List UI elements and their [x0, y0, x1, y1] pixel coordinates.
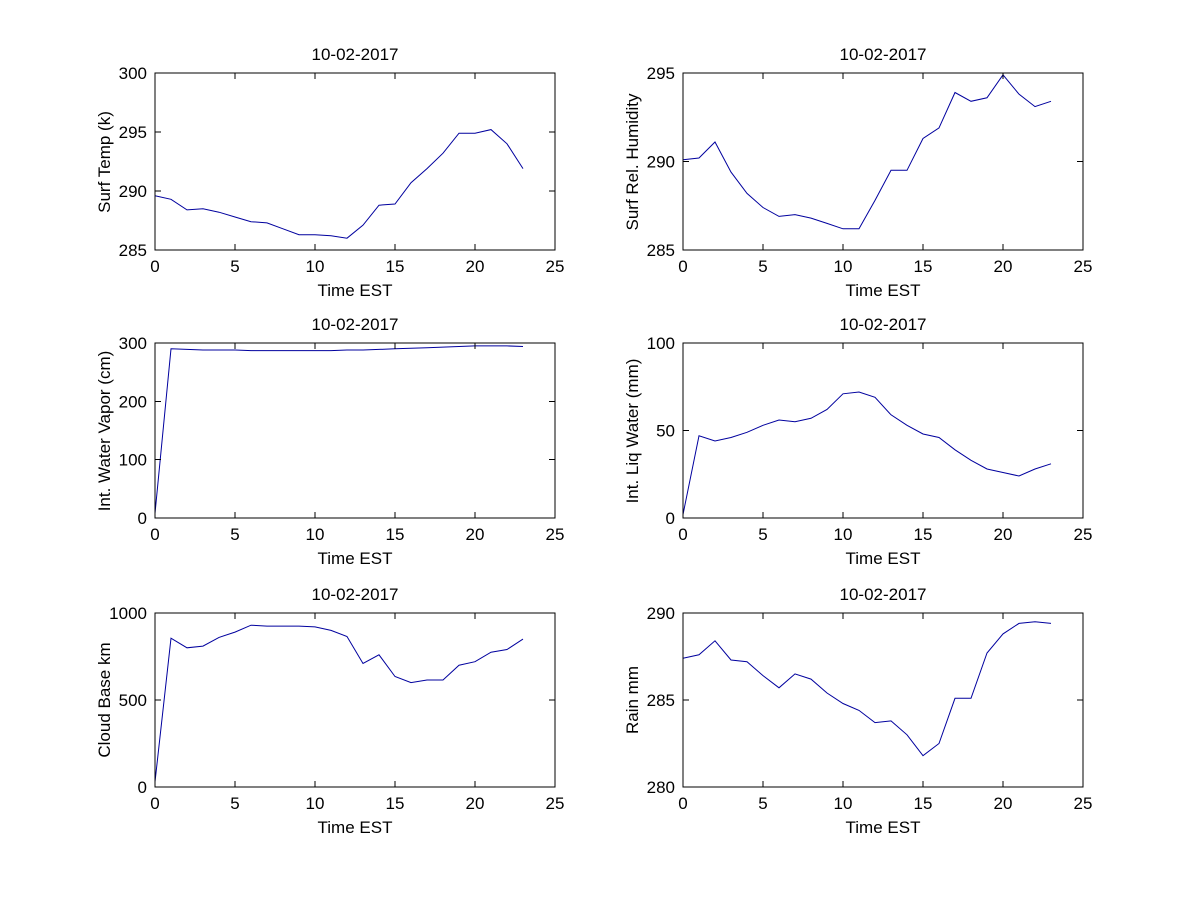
x-axis-label: Time EST: [845, 549, 921, 568]
svg-text:25: 25: [546, 794, 565, 813]
svg-text:25: 25: [1074, 794, 1093, 813]
int-water-vapor-line-plot: 0 5 10 15 20 25 0 100 200 300: [119, 334, 565, 544]
svg-text:25: 25: [1074, 525, 1093, 544]
svg-text:285: 285: [119, 241, 147, 260]
svg-text:15: 15: [386, 525, 405, 544]
svg-text:15: 15: [914, 257, 933, 276]
svg-text:0: 0: [150, 794, 159, 813]
svg-text:25: 25: [546, 257, 565, 276]
svg-text:10: 10: [834, 525, 853, 544]
svg-text:20: 20: [994, 794, 1013, 813]
svg-text:15: 15: [386, 794, 405, 813]
svg-text:10: 10: [306, 257, 325, 276]
svg-text:25: 25: [546, 525, 565, 544]
cloud-base-line-plot: 0 5 10 15 20 25 0 500 1000: [109, 604, 565, 813]
svg-text:0: 0: [138, 509, 147, 528]
svg-text:0: 0: [678, 794, 687, 813]
svg-text:20: 20: [466, 794, 485, 813]
svg-text:285: 285: [647, 691, 675, 710]
svg-text:50: 50: [656, 422, 675, 441]
x-axis-label: Time EST: [845, 818, 921, 837]
svg-text:10: 10: [834, 257, 853, 276]
svg-text:15: 15: [914, 794, 933, 813]
svg-text:285: 285: [647, 241, 675, 260]
svg-text:10: 10: [306, 794, 325, 813]
svg-text:500: 500: [119, 691, 147, 710]
subplot-surf-rel-humidity: 10-02-2017 Surf Rel. Humidity Time EST 0…: [623, 45, 1092, 300]
svg-text:280: 280: [647, 778, 675, 797]
svg-text:1000: 1000: [109, 604, 147, 623]
svg-text:15: 15: [386, 257, 405, 276]
svg-text:300: 300: [119, 334, 147, 353]
svg-text:5: 5: [758, 794, 767, 813]
svg-text:290: 290: [647, 153, 675, 172]
svg-text:100: 100: [119, 451, 147, 470]
svg-text:5: 5: [230, 257, 239, 276]
x-axis-label: Time EST: [845, 281, 921, 300]
svg-text:10: 10: [306, 525, 325, 544]
subplot-int-water-vapor: 10-02-2017 Int. Water Vapor (cm) Time ES…: [95, 315, 564, 568]
svg-text:300: 300: [119, 64, 147, 83]
surf-rel-humidity-line-plot: 0 5 10 15 20 25 285 290 295: [647, 64, 1093, 276]
svg-text:20: 20: [466, 525, 485, 544]
plot-title: 10-02-2017: [311, 315, 399, 334]
plot-title: 10-02-2017: [311, 585, 399, 604]
svg-text:0: 0: [666, 509, 675, 528]
svg-text:5: 5: [758, 525, 767, 544]
svg-text:5: 5: [230, 794, 239, 813]
plot-title: 10-02-2017: [839, 585, 927, 604]
plot-title: 10-02-2017: [839, 315, 927, 334]
subplot-surf-temp: 10-02-2017 Surf Temp (k) Time EST 0 5 10 15…: [95, 45, 564, 300]
svg-text:25: 25: [1074, 257, 1093, 276]
svg-text:0: 0: [678, 257, 687, 276]
svg-text:0: 0: [150, 257, 159, 276]
svg-text:0: 0: [678, 525, 687, 544]
svg-text:295: 295: [119, 123, 147, 142]
x-axis-label: Time EST: [317, 549, 393, 568]
svg-text:5: 5: [230, 525, 239, 544]
svg-text:20: 20: [994, 525, 1013, 544]
svg-text:5: 5: [758, 257, 767, 276]
subplot-cloud-base: 10-02-2017 Cloud Base km Time EST 0 5 10 15…: [95, 585, 564, 837]
svg-text:100: 100: [647, 334, 675, 353]
x-axis-label: Time EST: [317, 281, 393, 300]
svg-text:290: 290: [647, 604, 675, 623]
x-axis-label: Time EST: [317, 818, 393, 837]
svg-text:10: 10: [834, 794, 853, 813]
svg-text:20: 20: [466, 257, 485, 276]
svg-text:20: 20: [994, 257, 1013, 276]
subplot-rain: 10-02-2017 Rain mm Time EST 0 5 10 15 20 25 28…: [623, 585, 1092, 837]
svg-text:200: 200: [119, 392, 147, 411]
rain-line-plot: 0 5 10 15 20 25 280 285 290: [647, 604, 1093, 813]
svg-text:0: 0: [138, 778, 147, 797]
svg-text:15: 15: [914, 525, 933, 544]
svg-text:290: 290: [119, 182, 147, 201]
plot-title: 10-02-2017: [311, 45, 399, 64]
int-liq-water-line-plot: 0 5 10 15 20 25 0 50 100: [647, 334, 1093, 544]
svg-text:0: 0: [150, 525, 159, 544]
subplot-int-liq-water: 10-02-2017 Int. Liq Water (mm) Time EST …: [623, 315, 1092, 568]
surf-temp-line-plot: 0 5 10 15 20 25 285 290 295 300: [119, 64, 565, 276]
plot-title: 10-02-2017: [839, 45, 927, 64]
svg-text:295: 295: [647, 64, 675, 83]
